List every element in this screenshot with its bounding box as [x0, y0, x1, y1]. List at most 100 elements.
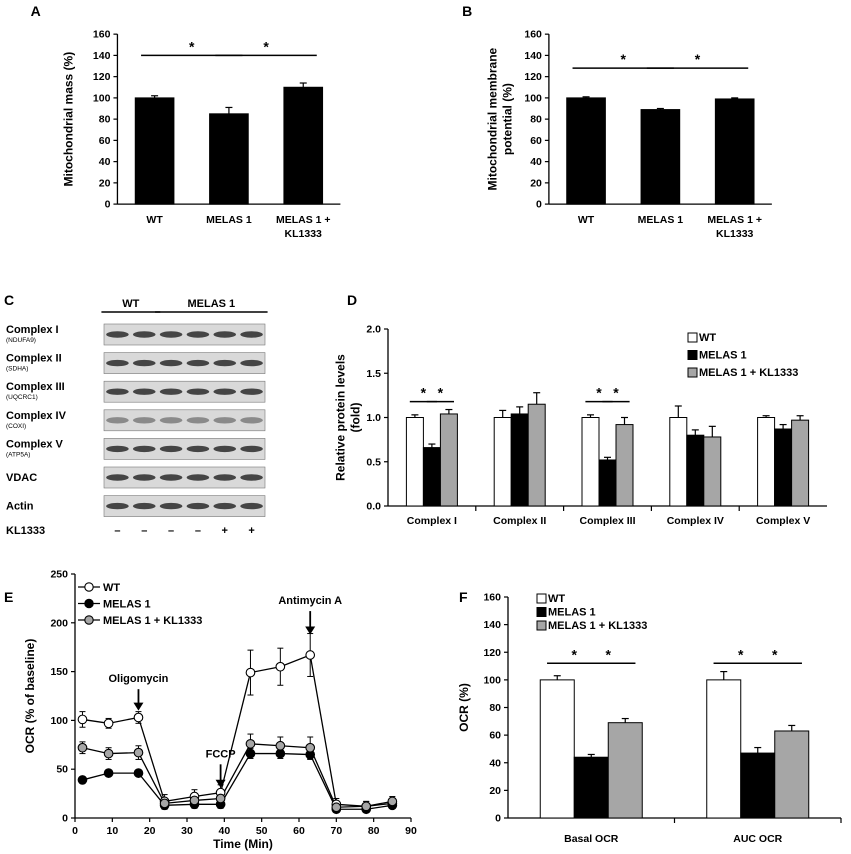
panel-d-y-tick-label: 2.0	[366, 324, 381, 336]
panel-d-y-tick-label: 0.5	[366, 456, 381, 468]
panel-b-y-tick-label: 20	[530, 177, 542, 189]
blot-band	[132, 331, 156, 338]
blot-band	[132, 388, 156, 395]
blot-band	[106, 445, 129, 453]
blot-row-label: Complex I	[6, 324, 59, 336]
blot-band	[213, 445, 237, 453]
blot-strip	[103, 323, 266, 346]
panel-d-y-tick-label: 1.5	[366, 368, 381, 380]
panel-f-bar	[740, 752, 776, 819]
panel-e-point	[133, 768, 144, 778]
panel-d-y-tick-label: 1.0	[366, 412, 381, 424]
panel-b-y-tick-label: 40	[530, 156, 542, 168]
panel-d-legend-label: WT	[699, 332, 716, 344]
blot-band	[132, 502, 156, 510]
panel-e-x-axis-title: Time (Min)	[213, 837, 273, 851]
panel-e-point	[275, 740, 286, 751]
panel-f-bar	[573, 756, 609, 819]
panel-a-bar	[209, 113, 249, 205]
blot-band	[159, 445, 183, 453]
panel-d-bar	[615, 424, 634, 507]
panel-f-x-tick-label: Basal OCR	[564, 833, 619, 845]
panel-e-point	[305, 650, 316, 660]
panel-a-significance-star: *	[263, 38, 269, 54]
panel-a-y-tick-label: 60	[99, 135, 111, 147]
panel-d-bar	[405, 417, 424, 507]
panel-e-point	[189, 795, 200, 806]
panel-f-y-tick-label: 20	[489, 785, 501, 797]
panel-e-legend-marker	[84, 615, 94, 625]
panel-e-legend-label: MELAS 1	[103, 599, 151, 611]
panel-e-x-tick-label: 50	[256, 825, 268, 837]
blot-band	[106, 359, 129, 367]
panel-d-significance-star: *	[613, 385, 619, 401]
blot-band	[240, 474, 263, 481]
blot-band	[106, 417, 129, 424]
panel-e-point	[159, 798, 170, 809]
blot-row-label: Complex II	[6, 353, 62, 365]
panel-d-bar	[422, 447, 441, 507]
blot-band	[132, 474, 156, 481]
panel-d-bar	[703, 436, 722, 507]
panel-e-point	[215, 793, 226, 804]
panel-b-y-tick-label: 160	[524, 29, 542, 41]
panel-f-legend-swatch	[536, 607, 547, 617]
panel-a-y-tick-label: 100	[93, 92, 111, 104]
panel-b-x-tick-label: WT	[578, 214, 595, 226]
panel-e-annotation-arrowhead	[133, 702, 144, 711]
panel-a-y-tick-label: 20	[99, 177, 111, 189]
blot-band	[186, 474, 210, 481]
panel-e-y-tick-label: 150	[50, 666, 68, 678]
panel-e-legend-label: WT	[103, 582, 120, 594]
panel-b-x-tick-label: KL1333	[716, 228, 754, 240]
panel-d-bar	[669, 417, 688, 507]
panel-e-annotation-label: Antimycin A	[278, 595, 342, 607]
panel-a-x-tick-label: MELAS 1	[206, 214, 252, 226]
blot-band	[106, 502, 129, 510]
panel-a-x-tick-label: MELAS 1 +	[276, 214, 331, 226]
panel-d-bar	[774, 428, 793, 507]
panel-f-legend-swatch	[536, 593, 547, 604]
panel-e-y-tick-label: 50	[56, 764, 68, 776]
blot-row-label: Complex III	[6, 381, 65, 393]
panel-e-point	[331, 802, 342, 813]
panel-b-x-tick-label: MELAS 1 +	[707, 214, 762, 226]
blot-band	[240, 417, 263, 424]
panel-d-bar	[527, 403, 546, 507]
panel-a-bar	[134, 97, 175, 205]
panel-a-y-tick-label: 40	[99, 156, 111, 168]
blot-strip	[103, 495, 266, 517]
panel-f-significance-star: *	[738, 646, 744, 662]
panel-e-annotation-arrowhead	[305, 626, 316, 635]
blot-strip	[103, 409, 266, 432]
blot-band	[240, 502, 263, 510]
blot-band	[213, 359, 237, 367]
panel-b-y-axis-title: potential (%)	[500, 83, 514, 155]
blot-band	[159, 417, 183, 424]
panel-b-y-axis-title: Mitochondrial membrane	[485, 47, 499, 190]
panel-e-point	[387, 796, 398, 807]
panel-f-bar	[539, 679, 575, 819]
panel-d-y-axis-title: (fold)	[349, 403, 363, 433]
panel-d-significance-star: *	[421, 385, 427, 401]
panel-e-point	[77, 742, 88, 753]
blot-strip	[103, 438, 266, 460]
panel-e-point	[103, 768, 114, 778]
blot-treatment-sign: –	[195, 525, 201, 537]
panel-d-legend-swatch	[687, 332, 698, 343]
panel-f-bar	[706, 679, 742, 819]
panel-f-legend-swatch	[536, 620, 547, 631]
blot-row-sublabel: (UQCRC1)	[6, 394, 38, 401]
panel-f-bar	[774, 730, 810, 819]
panel-f-y-tick-label: 100	[483, 674, 501, 686]
panel-d-x-tick-label: Complex III	[579, 515, 635, 527]
blot-treatment-sign: +	[222, 525, 228, 537]
blot-band	[132, 359, 156, 367]
blot-band	[106, 388, 129, 395]
panel-e-point	[77, 714, 88, 725]
panel-d-legend-label: MELAS 1 + KL1333	[699, 367, 798, 379]
blot-band	[240, 359, 263, 367]
panel-b-y-tick-label: 80	[530, 114, 542, 126]
